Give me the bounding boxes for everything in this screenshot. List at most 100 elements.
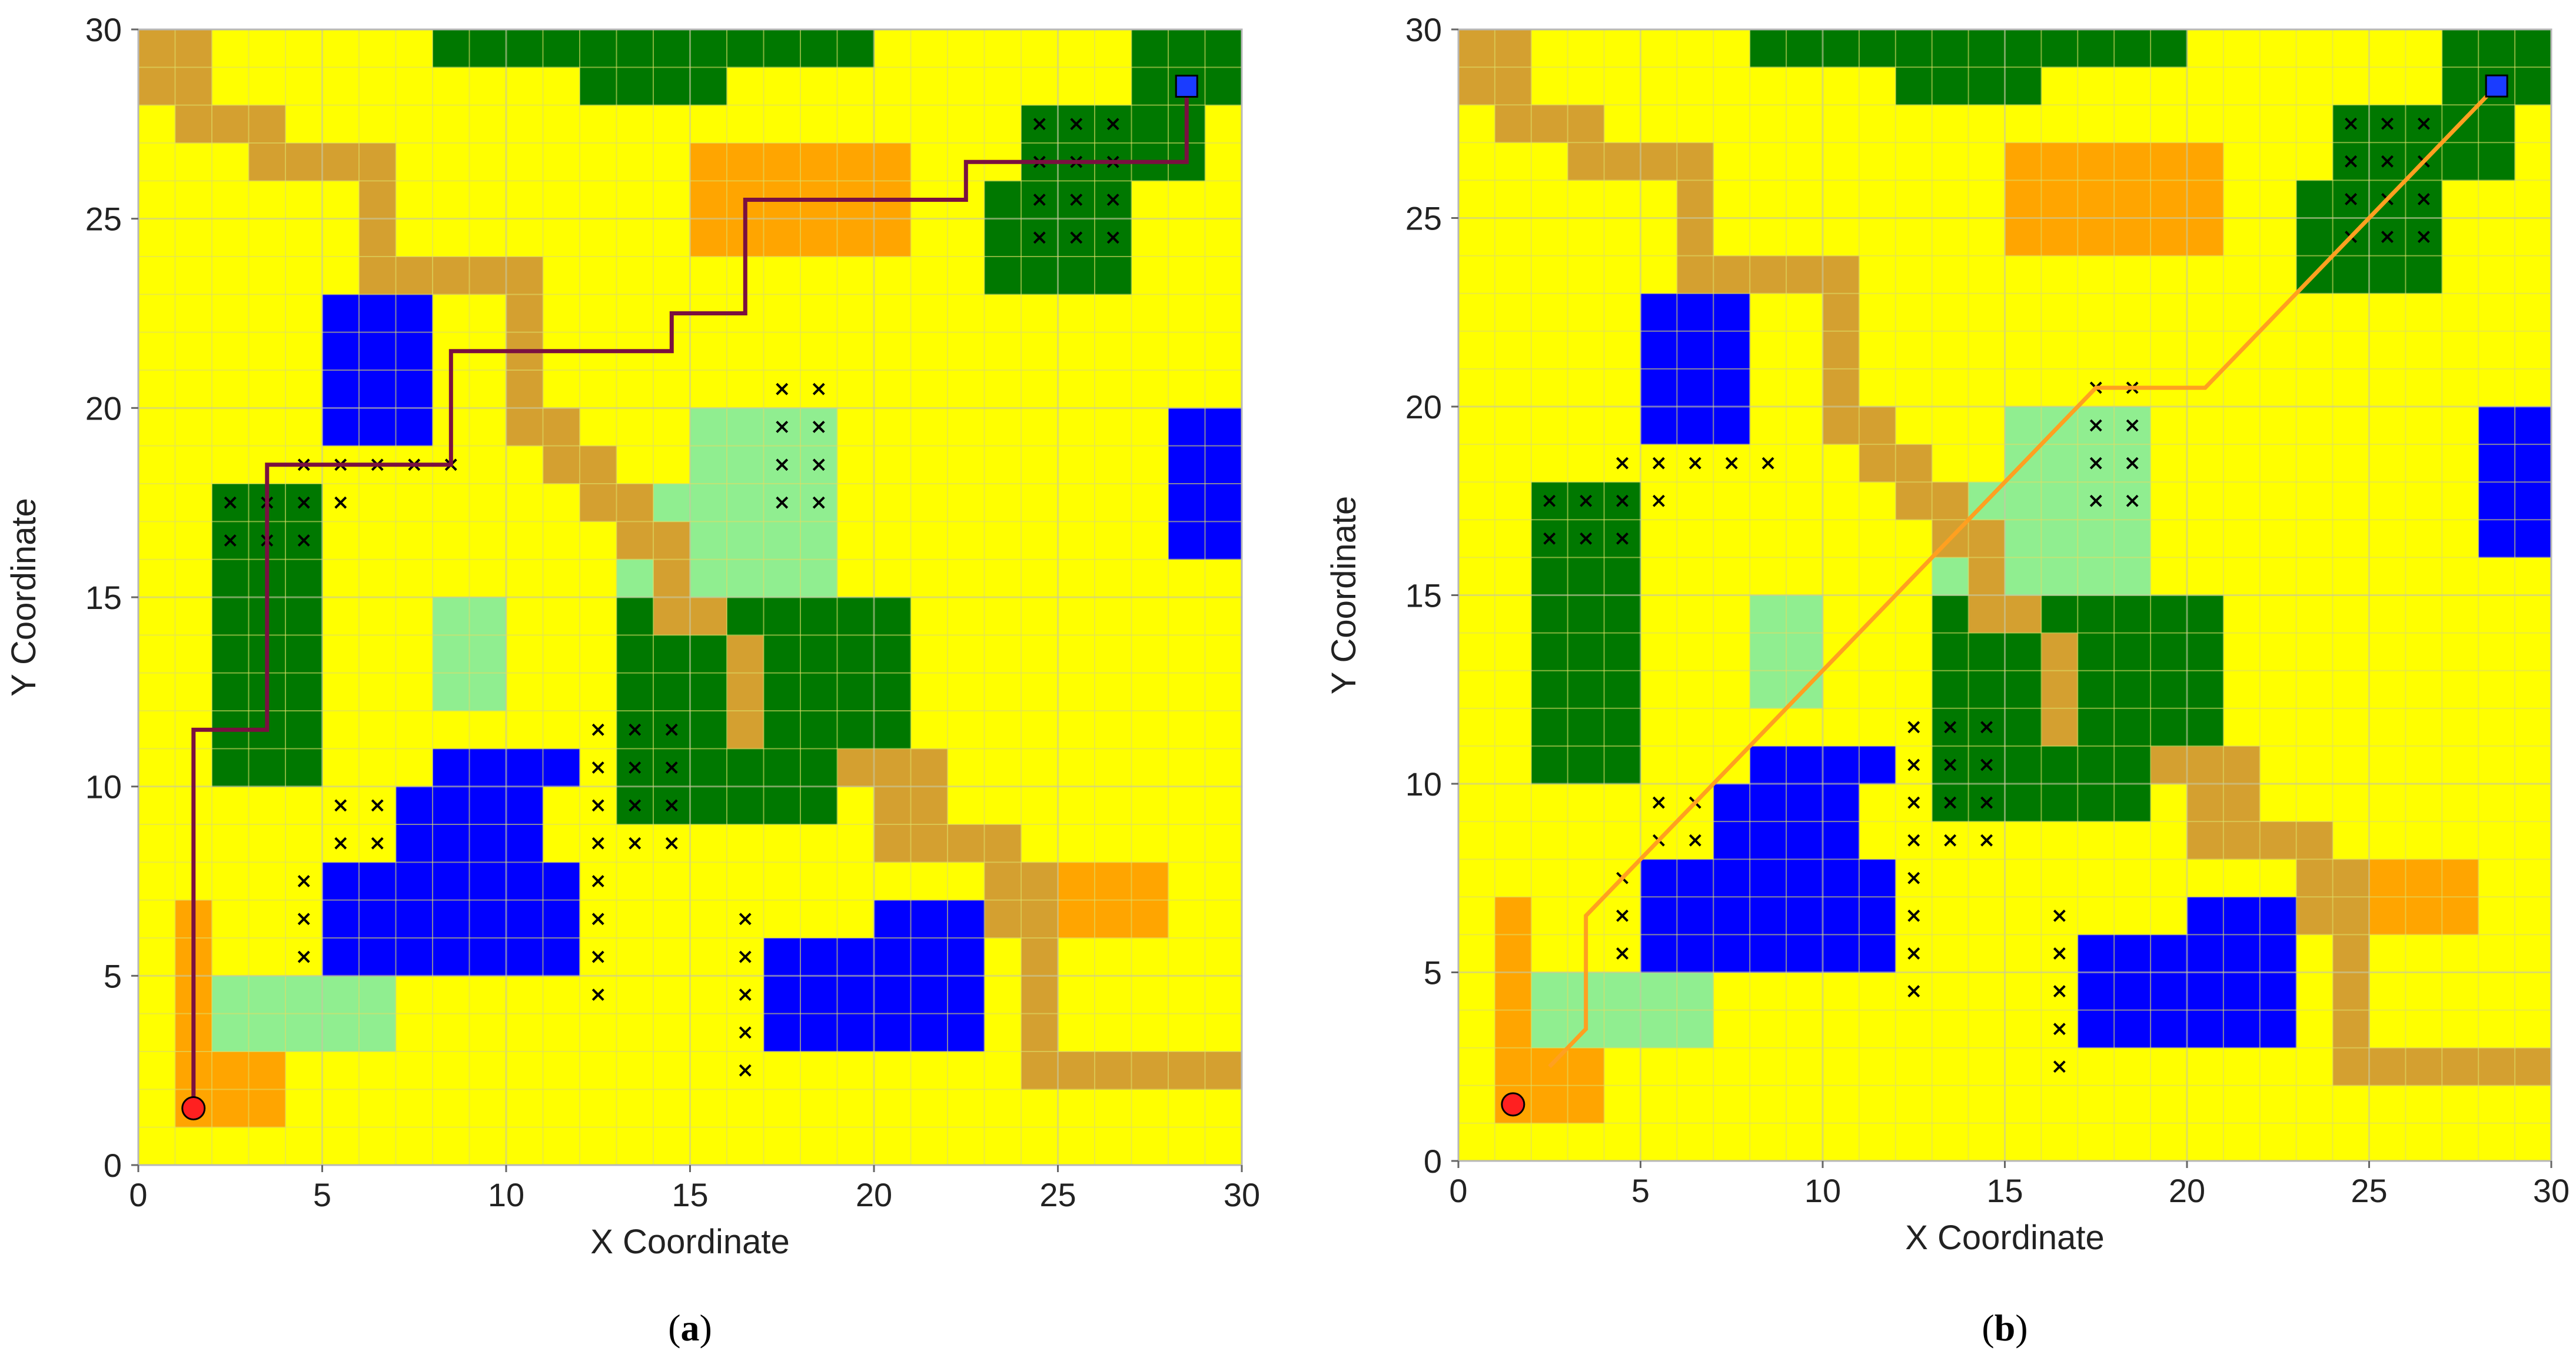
obstacle-marker <box>2381 117 2394 130</box>
obstacle-marker <box>1907 834 1920 847</box>
obstacle-marker <box>665 837 678 850</box>
obstacle-marker <box>665 799 678 812</box>
obstacle-marker <box>1907 947 1920 960</box>
obstacle-marker <box>812 382 825 395</box>
terrain-forest <box>727 597 764 635</box>
terrain-water <box>1859 859 1896 973</box>
obstacle-marker <box>591 913 604 926</box>
obstacle-marker <box>1761 457 1774 470</box>
start-marker <box>1501 1092 1525 1117</box>
x-tick-label: 5 <box>1631 1172 1650 1209</box>
y-tick-label: 30 <box>1405 11 1442 48</box>
obstacle-marker <box>591 799 604 812</box>
y-tick-label: 25 <box>85 201 122 238</box>
y-tick-label: 15 <box>85 579 122 616</box>
x-tick-label: 25 <box>1039 1176 1076 1213</box>
y-tick-label: 20 <box>85 390 122 427</box>
terrain-light-green <box>653 484 690 522</box>
obstacle-marker <box>334 837 347 850</box>
obstacle-marker <box>739 913 752 926</box>
obstacle-marker <box>1106 118 1119 131</box>
obstacle-marker <box>1033 231 1046 244</box>
obstacle-marker <box>1980 758 1993 771</box>
terrain-forest <box>2041 595 2078 634</box>
obstacle-marker <box>1580 532 1593 545</box>
obstacle-marker <box>1944 796 1957 809</box>
obstacle-marker <box>812 496 825 509</box>
obstacle-marker <box>2417 231 2430 243</box>
obstacle-marker <box>812 421 825 433</box>
obstacle-marker <box>297 875 310 887</box>
obstacle-marker <box>371 799 384 812</box>
panel-label-open: ( <box>1982 1307 1994 1349</box>
terrain-water <box>2187 897 2297 935</box>
x-axis-title: X Coordinate <box>1905 1219 2105 1257</box>
obstacle-marker <box>1653 796 1665 809</box>
obstacle-marker <box>334 496 347 509</box>
y-tick-label: 10 <box>85 768 122 806</box>
obstacle-marker <box>591 875 604 887</box>
obstacle-marker <box>739 989 752 1001</box>
obstacle-marker <box>2053 985 2066 997</box>
obstacle-marker <box>1907 985 1920 997</box>
obstacle-marker <box>1653 494 1665 507</box>
y-tick-label: 30 <box>85 11 122 48</box>
y-tick-label: 0 <box>104 1147 122 1184</box>
obstacle-marker <box>739 1026 752 1039</box>
y-axis-title: Y Coordinate <box>1325 496 1363 695</box>
y-axis-title: Y Coordinate <box>5 498 43 697</box>
obstacle-marker <box>591 950 604 963</box>
x-tick-label: 25 <box>2351 1172 2387 1209</box>
terrain-road <box>175 105 286 144</box>
obstacle-marker <box>1907 721 1920 734</box>
obstacle-marker <box>1616 494 1628 507</box>
obstacle-marker <box>1616 909 1628 922</box>
obstacle-marker <box>1616 457 1628 470</box>
obstacle-marker <box>2089 494 2102 507</box>
y-tick-label: 15 <box>1405 577 1442 614</box>
x-tick-label: 30 <box>1224 1176 1260 1213</box>
obstacle-marker <box>591 723 604 736</box>
terrain-forest <box>616 597 654 635</box>
obstacle-marker <box>739 1064 752 1077</box>
x-tick-label: 20 <box>856 1176 892 1213</box>
obstacle-marker <box>629 837 641 850</box>
obstacle-marker <box>2345 117 2357 130</box>
obstacle-marker <box>629 799 641 812</box>
obstacle-marker <box>1944 834 1957 847</box>
x-tick-label: 10 <box>1804 1172 1841 1209</box>
obstacle-marker <box>2381 155 2394 168</box>
obstacle-marker <box>1980 796 1993 809</box>
obstacle-marker <box>1907 909 1920 922</box>
obstacle-marker <box>2089 457 2102 470</box>
path-line <box>1548 84 2498 1069</box>
terrain-water <box>874 900 985 939</box>
terrain-light-green <box>616 559 654 598</box>
start-marker <box>181 1096 206 1120</box>
obstacle-marker <box>297 534 310 547</box>
panel-label-letter: a <box>681 1307 700 1349</box>
path-line <box>191 86 1189 1109</box>
obstacle-marker <box>2417 193 2430 205</box>
panel-label-close: ) <box>2015 1307 2027 1349</box>
obstacle-marker <box>2345 155 2357 168</box>
terrain-road <box>359 257 543 295</box>
obstacle-marker <box>776 382 789 395</box>
obstacle-marker <box>1616 532 1628 545</box>
obstacle-marker <box>1543 494 1556 507</box>
obstacle-marker <box>665 723 678 736</box>
goal-marker <box>2485 74 2508 98</box>
obstacle-marker <box>1944 758 1957 771</box>
y-tick-label: 5 <box>104 957 122 994</box>
obstacle-marker <box>2417 117 2430 130</box>
panel-label: (a) <box>668 1307 712 1349</box>
panel-label: (b) <box>1982 1307 2027 1349</box>
obstacle-marker <box>1725 457 1738 470</box>
obstacle-marker <box>1907 796 1920 809</box>
obstacle-marker <box>297 950 310 963</box>
terrain-road <box>1021 938 1058 1052</box>
obstacle-marker <box>1980 721 1993 734</box>
obstacle-marker <box>297 496 310 509</box>
obstacle-marker <box>591 989 604 1001</box>
x-tick-label: 0 <box>129 1176 147 1213</box>
